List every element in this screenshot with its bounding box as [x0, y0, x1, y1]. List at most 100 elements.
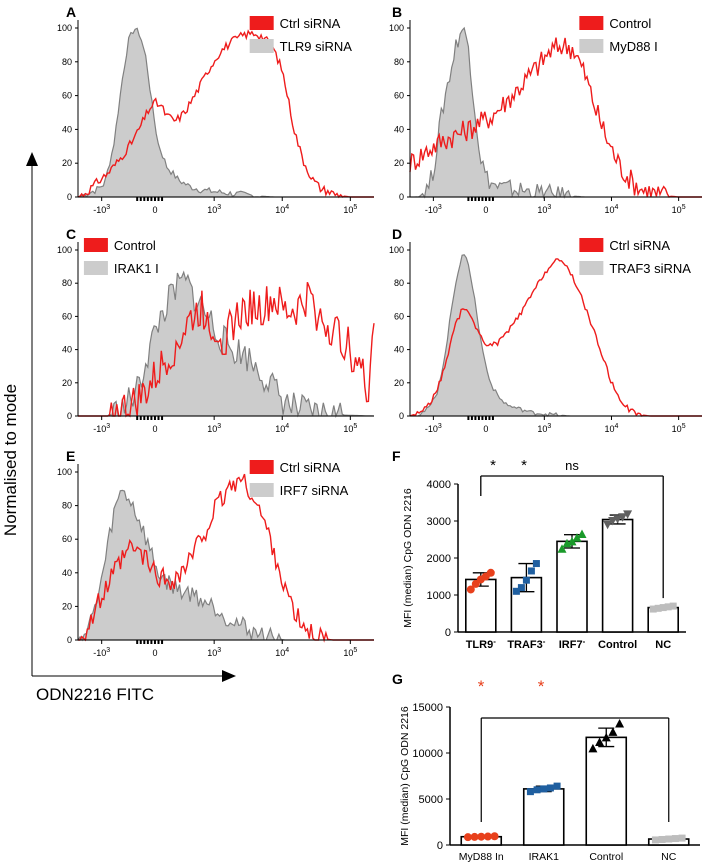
- panel-g-data-point: [546, 784, 554, 792]
- panel-b-letter: B: [392, 4, 402, 20]
- panel-f-letter: F: [392, 448, 401, 464]
- panel-f-data-point: [512, 587, 520, 595]
- panel-b-y-tick-label: 60: [394, 91, 404, 101]
- panel-b-x-tick-label: 104: [605, 204, 619, 215]
- panel-a-x-tick-exponent: 3: [106, 204, 110, 211]
- panel-e-x-tick-exponent: 3: [217, 647, 221, 654]
- panel-c-x-tick-label: 104: [275, 423, 289, 434]
- panel-b-y-tick-label: 80: [394, 57, 404, 67]
- panel-e-legend-swatch: [249, 460, 274, 474]
- panel-b-x-tick-exponent: 4: [615, 204, 619, 211]
- panel-d-gray-histogram: [409, 254, 702, 417]
- panel-d-y-tick-label: 60: [394, 311, 404, 321]
- panel-f-y-label: MFI (median) CpG ODN 2216: [402, 488, 414, 628]
- panel-c-y-tick-label: 20: [62, 378, 72, 388]
- panel-b-y-tick-label: 40: [394, 124, 404, 134]
- panel-c-x-tick-exponent: 5: [353, 423, 357, 430]
- panel-g-data-point: [671, 835, 679, 843]
- panel-c-letter: C: [66, 226, 76, 242]
- panel-e-legend-swatch: [249, 483, 274, 497]
- panel-f-data-point: [649, 605, 657, 613]
- panel-a-y-tick-label: 60: [62, 91, 72, 101]
- panel-f-data-point: [613, 515, 623, 524]
- panel-b-x-tick-exponent: 3: [438, 204, 442, 211]
- panel-c-x-tick-exponent: 3: [217, 423, 221, 430]
- panel-b-histogram: B 100 80 60 40 20 0 -103 0 103 104 105 Control MyD88 …: [389, 4, 702, 215]
- panel-g-bar-chart: G MFI (median) CpG ODN 2216 15000 10000 5000…: [392, 671, 700, 863]
- panel-a-letter: A: [66, 4, 76, 20]
- panel-f-data-point: [659, 604, 667, 612]
- panel-d-x-tick-label: 105: [672, 423, 686, 434]
- panel-e-y-tick-label: 60: [62, 534, 72, 544]
- panel-c-legend-swatch: [83, 261, 108, 275]
- panel-d-legend-label: Ctrl siRNA: [609, 238, 670, 253]
- panel-d-histogram: D 100 80 60 40 20 0 -103 0 103 104 105 Ctrl siRNA TRA…: [389, 226, 702, 434]
- global-x-arrowhead: [222, 670, 236, 682]
- panel-g-data-point: [615, 719, 625, 728]
- panel-f-category-label: NC: [655, 639, 671, 651]
- panel-a-x-tick-exponent: 5: [353, 204, 357, 211]
- panel-f-data-point: [517, 584, 525, 592]
- panel-f-data-point: [466, 585, 475, 594]
- panel-g-data-point: [470, 832, 479, 841]
- panel-f-y-tick-label: 3000: [427, 516, 451, 528]
- panel-e-red-histogram: [78, 473, 374, 643]
- panel-f-data-point: [603, 520, 613, 530]
- panel-b-y-tick-label: 0: [399, 192, 404, 202]
- panel-g-significance-label: *: [538, 677, 545, 696]
- panel-a-x-tick-label: 104: [275, 204, 289, 215]
- panel-g-data-point: [588, 743, 598, 753]
- panel-f-y-tick-label: 0: [445, 627, 451, 639]
- panel-e-legend-label: IRF7 siRNA: [280, 483, 349, 498]
- panel-g-data-point: [490, 832, 499, 841]
- panel-a-legend-label: Ctrl siRNA: [280, 16, 341, 31]
- panel-e-y-tick-label: 40: [62, 568, 72, 578]
- panel-f-category-superscript: -: [543, 637, 546, 646]
- panel-g-letter: G: [392, 671, 403, 687]
- panel-e-y-tick-label: 100: [57, 467, 72, 477]
- panel-e-y-tick-label: 80: [62, 501, 72, 511]
- panel-d-y-tick-label: 20: [394, 378, 404, 388]
- panel-g-data-point: [553, 782, 561, 790]
- panel-d-y-tick-label: 40: [394, 345, 404, 355]
- panel-g-significance-label: *: [478, 677, 485, 696]
- panel-g-category-label: MyD88 In: [459, 851, 504, 863]
- panel-g-y-label: MFI (median) CpG ODN 2216: [399, 706, 411, 846]
- panel-d-y-tick-label: 0: [399, 411, 404, 421]
- panel-g-data-point: [540, 785, 548, 793]
- panel-b-x-tick-label: -103: [425, 204, 442, 215]
- panel-f-data-point: [532, 560, 540, 568]
- panel-f-category-label: Control: [598, 639, 637, 651]
- panel-f-category-superscript: -: [583, 637, 586, 646]
- panel-e-x-tick-label: 104: [275, 647, 289, 658]
- panel-d-x-tick-exponent: 5: [682, 423, 686, 430]
- panel-f-category-superscript: -: [493, 637, 496, 646]
- panel-a-legend-label: TLR9 siRNA: [280, 39, 353, 54]
- panel-f-data-point: [572, 533, 582, 542]
- panel-c-x-tick-label: -103: [93, 423, 110, 434]
- panel-c-histogram: C 100 80 60 40 20 0 -103 0 103 104 105 Control IRAK1 …: [57, 226, 375, 434]
- panel-g-data-point: [477, 832, 486, 841]
- global-y-arrowhead: [26, 152, 38, 166]
- panel-e-x-tick-label: -103: [93, 647, 110, 658]
- panel-f-y-tick-label: 4000: [427, 479, 451, 491]
- panel-g-data-point: [463, 833, 472, 842]
- panel-a-y-tick-label: 0: [67, 192, 72, 202]
- global-x-label: ODN2216 FITC: [36, 685, 154, 704]
- panel-c-legend-label: IRAK1 I: [114, 261, 159, 276]
- panel-c-y-tick-label: 100: [57, 245, 72, 255]
- panel-g-data-point: [658, 835, 666, 843]
- panel-c-y-tick-label: 0: [67, 411, 72, 421]
- panel-g-bar-2: [585, 736, 628, 846]
- panel-g-category-label: IRAK1: [529, 851, 560, 863]
- panel-e-x-tick-exponent: 3: [106, 647, 110, 654]
- panel-b-legend-swatch: [579, 39, 604, 53]
- panel-e-letter: E: [66, 448, 75, 464]
- panel-d-y-tick-label: 100: [389, 245, 404, 255]
- panel-e-x-tick-exponent: 5: [353, 647, 357, 654]
- panel-g-data-point: [608, 727, 618, 736]
- panel-c-y-tick-label: 80: [62, 278, 72, 288]
- panel-a-x-tick-exponent: 4: [285, 204, 289, 211]
- panel-b-x-tick-exponent: 3: [547, 204, 551, 211]
- panel-f-data-point: [608, 517, 618, 526]
